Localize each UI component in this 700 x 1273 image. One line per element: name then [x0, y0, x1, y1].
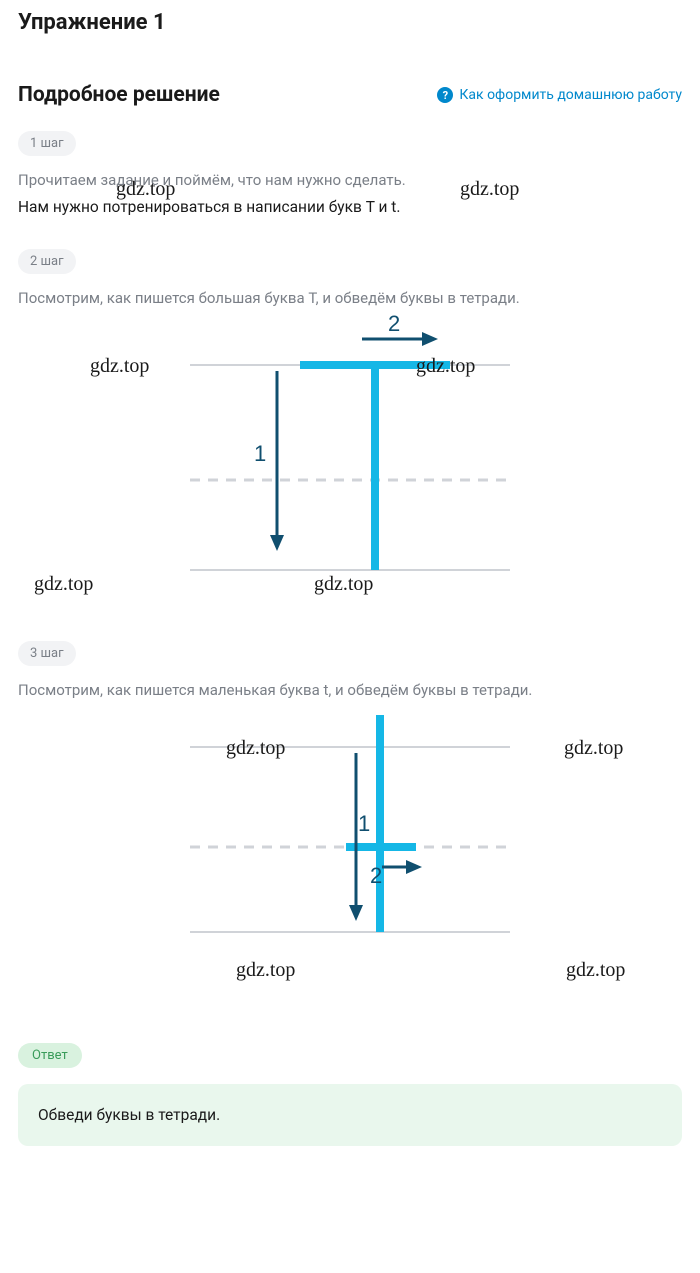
- step-intro: Посмотрим, как пишется большая буква T, …: [18, 288, 682, 309]
- svg-text:1: 1: [254, 441, 266, 466]
- watermark: gdz.top: [90, 355, 149, 378]
- watermark: gdz.top: [564, 737, 623, 760]
- watermark: gdz.top: [314, 573, 373, 596]
- watermark: gdz.top: [34, 573, 93, 596]
- svg-text:1: 1: [358, 811, 370, 836]
- step-badge: 2 шаг: [18, 249, 76, 274]
- diagram-big-t: 1 2: [130, 315, 570, 615]
- diagram-small-t: 1 2: [130, 707, 570, 997]
- svg-text:2: 2: [370, 863, 382, 888]
- watermark: gdz.top: [226, 737, 285, 760]
- question-icon: ?: [437, 87, 453, 103]
- watermark: gdz.top: [236, 959, 295, 982]
- subtitle-row: Подробное решение ? Как оформить домашню…: [18, 83, 682, 107]
- watermark: gdz.top: [566, 959, 625, 982]
- help-link-label: Как оформить домашнюю работу: [459, 87, 682, 103]
- watermark: gdz.top: [416, 355, 475, 378]
- help-link[interactable]: ? Как оформить домашнюю работу: [437, 87, 682, 103]
- step-body: gdz.top gdz.top Нам нужно потренироватьс…: [18, 197, 682, 219]
- step-body-text: Нам нужно потренироваться в написании бу…: [18, 198, 400, 216]
- step-badge: 1 шаг: [18, 131, 76, 156]
- step-3: 3 шаг Посмотрим, как пишется маленькая б…: [18, 641, 682, 997]
- diagram-small-t-wrap: 1 2 gdz.top gdz.top gdz.top gdz.top: [18, 707, 682, 997]
- answer-section: Ответ Обведи буквы в тетради.: [18, 1023, 682, 1146]
- step-1: 1 шаг Прочитаем задание и поймём, что на…: [18, 131, 682, 219]
- page-title: Упражнение 1: [18, 10, 682, 35]
- step-intro: Посмотрим, как пишется маленькая буква t…: [18, 680, 682, 701]
- step-badge: 3 шаг: [18, 641, 76, 666]
- step-intro: Прочитаем задание и поймём, что нам нужн…: [18, 170, 682, 191]
- answer-box: Обведи буквы в тетради.: [18, 1084, 682, 1146]
- answer-badge: Ответ: [18, 1043, 82, 1068]
- page-subtitle: Подробное решение: [18, 83, 220, 107]
- step-2: 2 шаг Посмотрим, как пишется большая бук…: [18, 249, 682, 615]
- diagram-big-t-wrap: 1 2 gdz.top gdz.top gdz.top gdz.top: [18, 315, 682, 615]
- svg-text:2: 2: [388, 315, 400, 336]
